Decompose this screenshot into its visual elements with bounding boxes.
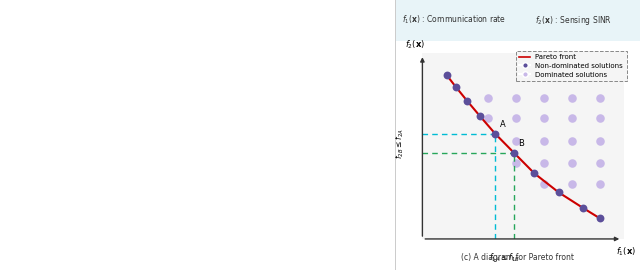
Point	[539, 95, 549, 100]
Point	[511, 116, 521, 120]
Point	[595, 161, 605, 165]
Text: $f_2(\mathbf{x})$: $f_2(\mathbf{x})$	[405, 38, 425, 51]
Text: $f_{2B} \leq f_{2A}$: $f_{2B} \leq f_{2A}$	[393, 128, 406, 158]
Point	[539, 182, 549, 186]
Point	[554, 190, 564, 194]
Point	[483, 95, 493, 100]
Text: $f_1(\mathbf{x})$ : Communication rate: $f_1(\mathbf{x})$ : Communication rate	[402, 14, 506, 26]
Point	[566, 182, 577, 186]
Text: $f_1(\mathbf{x})$: $f_1(\mathbf{x})$	[616, 246, 636, 258]
Point	[595, 139, 605, 143]
Point	[566, 116, 577, 120]
Legend: Pareto front, Non-dominated solutions, Dominated solutions: Pareto front, Non-dominated solutions, D…	[516, 50, 627, 81]
Text: B: B	[518, 139, 524, 148]
Point	[442, 73, 452, 77]
Text: $f_{1A} \leq f_{1B}$: $f_{1A} \leq f_{1B}$	[489, 251, 520, 264]
Point	[451, 85, 461, 89]
Point	[595, 116, 605, 120]
Point	[490, 131, 500, 136]
Point	[511, 139, 521, 143]
Point	[475, 114, 485, 119]
Point	[511, 161, 521, 165]
Text: A: A	[500, 120, 506, 129]
Point	[539, 116, 549, 120]
Point	[595, 95, 605, 100]
Point	[529, 171, 540, 176]
Text: (c) A diagram for Pareto front: (c) A diagram for Pareto front	[461, 253, 573, 262]
Point	[539, 161, 549, 165]
Point	[483, 116, 493, 120]
Point	[539, 139, 549, 143]
Point	[566, 95, 577, 100]
Text: $f_2(\mathbf{x})$ : Sensing SINR: $f_2(\mathbf{x})$ : Sensing SINR	[534, 14, 611, 27]
Point	[578, 206, 588, 210]
Point	[566, 139, 577, 143]
Point	[509, 151, 519, 155]
Point	[595, 182, 605, 186]
Point	[462, 99, 472, 103]
Point	[566, 161, 577, 165]
Point	[511, 95, 521, 100]
Point	[595, 216, 605, 220]
